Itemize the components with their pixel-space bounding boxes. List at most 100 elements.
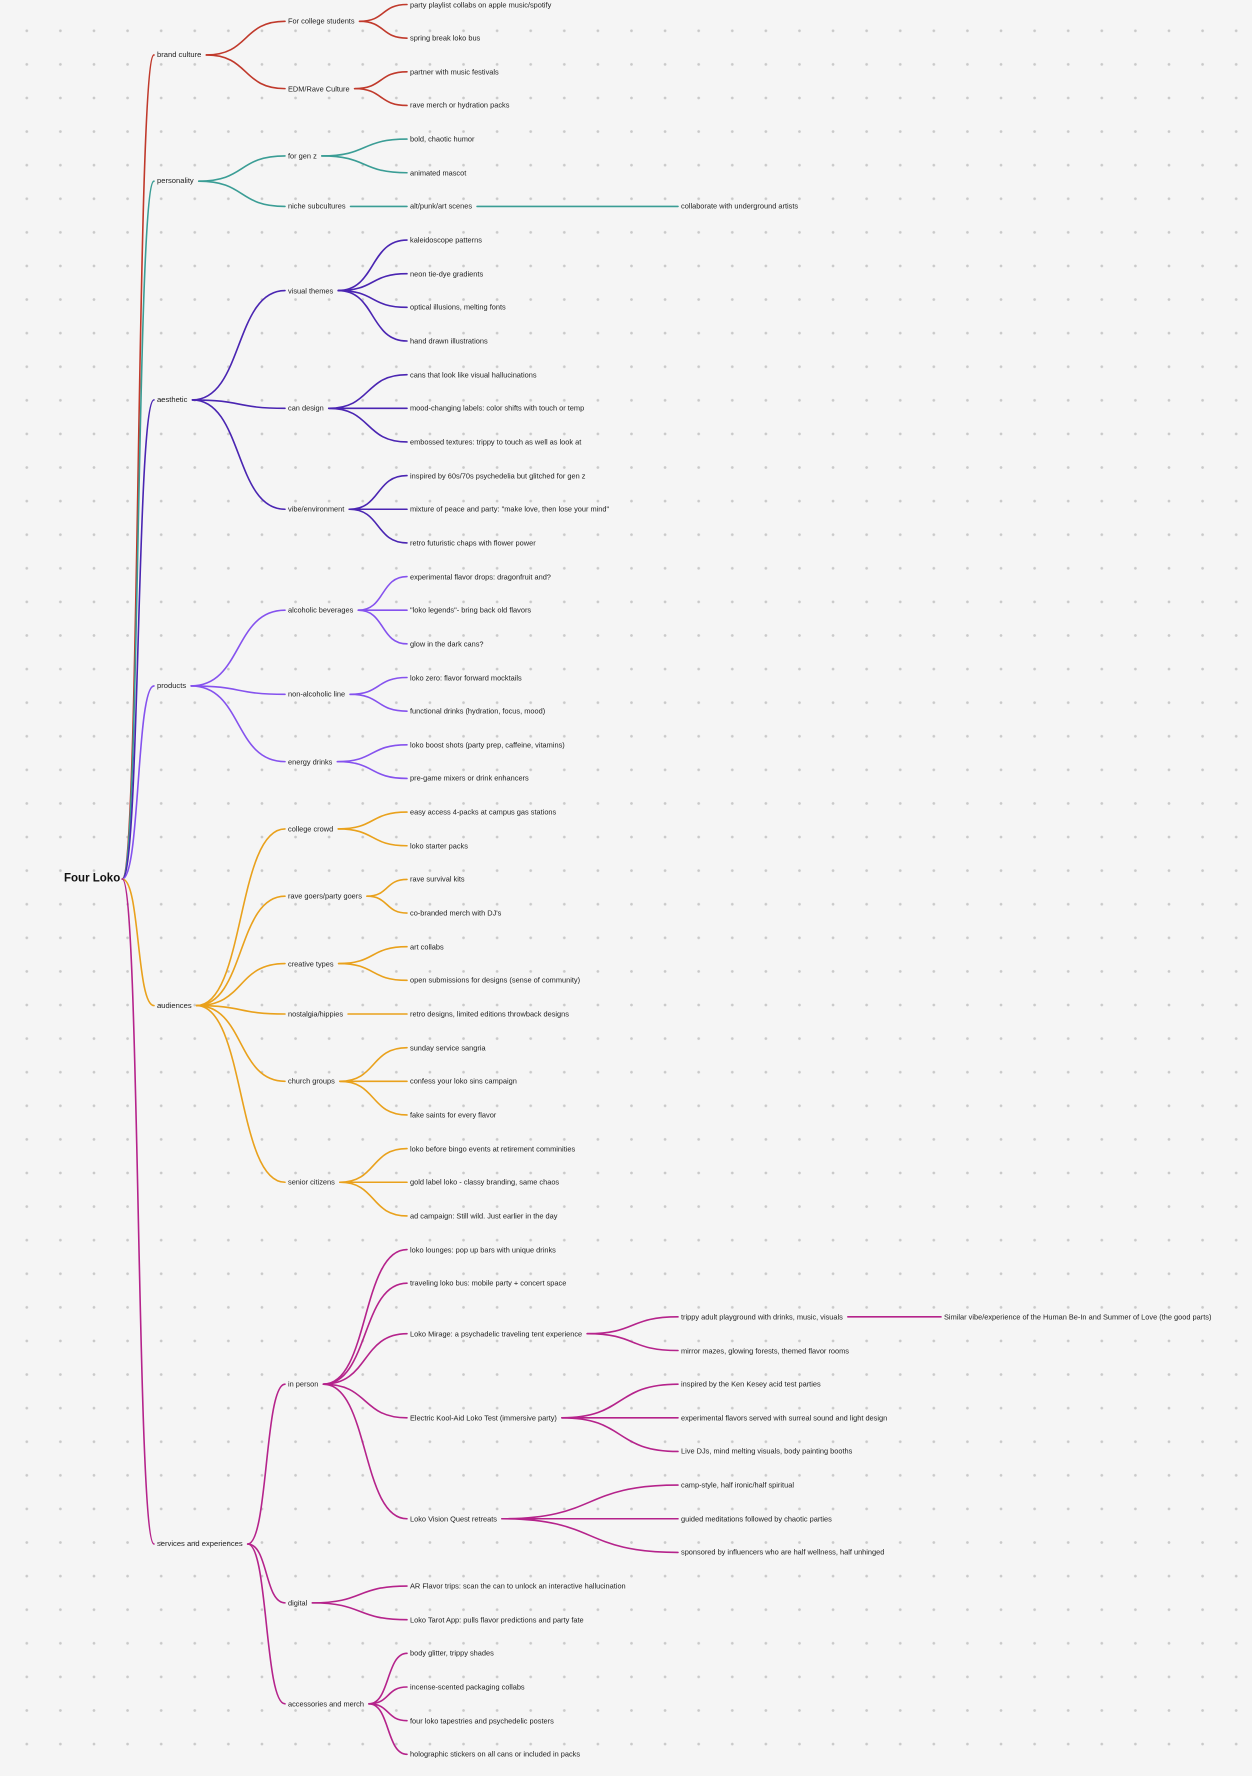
topic-node-alcoholic-beverages[interactable]: alcoholic beverages xyxy=(288,605,354,615)
leaf-node-experimental-flavors-served-with-surreal[interactable]: experimental flavors served with surreal… xyxy=(681,1413,888,1423)
topic-node-creative-types[interactable]: creative types xyxy=(288,958,334,968)
branch-node-products[interactable]: products xyxy=(157,681,187,691)
connector-camp-style-half-ironic-half-spiritual xyxy=(501,1484,679,1520)
leaf-node-bold-chaotic-humor[interactable]: bold, chaotic humor xyxy=(410,134,475,144)
leaf-node-animated-mascot[interactable]: animated mascot xyxy=(410,168,467,178)
connector-for-gen-z xyxy=(197,155,286,182)
leaf-node-cans-that-look-like-visual-hallucination[interactable]: cans that look like visual hallucination… xyxy=(410,369,537,379)
root-node[interactable]: Four Loko xyxy=(64,872,121,885)
topic-node-digital[interactable]: digital xyxy=(288,1598,308,1608)
leaf-node-experimental-flavor-drops-dragonfruit-an[interactable]: experimental flavor drops: dragonfruit a… xyxy=(410,571,551,581)
leaf-node-electric-kool-aid-loko-test-immersive-pa[interactable]: Electric Kool-Aid Loko Test (immersive p… xyxy=(410,1413,557,1423)
branch-node-brand-culture[interactable]: brand culture xyxy=(157,50,202,60)
topic-node-in-person[interactable]: in person xyxy=(288,1379,319,1389)
connector-partner-with-music-festivals xyxy=(353,71,408,90)
leaf-node-loko-boost-shots-party-prep-caffeine-vit[interactable]: loko boost shots (party prep, caffeine, … xyxy=(410,740,565,750)
leaf-node-co-branded-merch-with-dj-s[interactable]: co-branded merch with DJ's xyxy=(410,908,502,918)
topic-node-accessories-and-merch[interactable]: accessories and merch xyxy=(288,1699,364,1709)
leaf-node-collaborate-with-underground-artists[interactable]: collaborate with underground artists xyxy=(681,201,799,211)
leaf-node-confess-your-loko-sins-campaign[interactable]: confess your loko sins campaign xyxy=(410,1076,517,1086)
leaf-node-optical-illusions-melting-fonts[interactable]: optical illusions, melting fonts xyxy=(410,302,506,312)
leaf-node-party-playlist-collabs-on-apple-music-sp[interactable]: party playlist collabs on apple music/sp… xyxy=(410,0,552,9)
leaf-node-four-loko-tapestries-and-psychedelic-pos[interactable]: four loko tapestries and psychedelic pos… xyxy=(410,1715,554,1725)
leaf-node-partner-with-music-festivals[interactable]: partner with music festivals xyxy=(410,67,499,77)
connector-open-submissions-for-designs-sense-of-co xyxy=(337,962,408,982)
leaf-node-sponsored-by-influencers-who-are-half-we[interactable]: sponsored by influencers who are half we… xyxy=(681,1547,885,1557)
leaf-node-mood-changing-labels-color-shifts-with-t[interactable]: mood-changing labels: color shifts with … xyxy=(410,403,585,413)
connector-loko-lounges-pop-up-bars-with-unique-dri xyxy=(322,1248,408,1385)
leaf-node-inspired-by-60s-70s-psychedelia-but-glit[interactable]: inspired by 60s/70s psychedelia but glit… xyxy=(410,470,586,480)
topic-node-for-college-students[interactable]: For college students xyxy=(288,16,355,26)
topic-node-non-alcoholic-line[interactable]: non-alcoholic line xyxy=(288,689,346,699)
connector-bold-chaotic-humor xyxy=(320,138,408,157)
topic-node-visual-themes[interactable]: visual themes xyxy=(288,285,334,295)
leaf-node-incense-scented-packaging-collabs[interactable]: incense-scented packaging collabs xyxy=(410,1682,525,1692)
leaf-node-embossed-textures-trippy-to-touch-as-wel[interactable]: embossed textures: trippy to touch as we… xyxy=(410,437,582,447)
connector-ad-campaign-still-wild-just-earlier-in-t xyxy=(339,1181,408,1217)
leaf-node-hand-drawn-illustrations[interactable]: hand drawn illustrations xyxy=(410,336,488,346)
connector-audiences xyxy=(121,878,155,1007)
leaf-node-body-glitter-trippy-shades[interactable]: body glitter, trippy shades xyxy=(410,1648,494,1658)
leaf-node-retro-futuristic-chaps-with-flower-power[interactable]: retro futuristic chaps with flower power xyxy=(410,538,536,548)
topic-node-vibe-environment[interactable]: vibe/environment xyxy=(288,504,345,514)
leaf-node-loko-before-bingo-events-at-retirement-c[interactable]: loko before bingo events at retirement c… xyxy=(410,1143,576,1153)
branch-node-personality[interactable]: personality xyxy=(157,176,194,186)
leaf-node-loko-zero-flavor-forward-mocktails[interactable]: loko zero: flavor forward mocktails xyxy=(410,672,522,682)
connector-neon-tie-dye-gradients xyxy=(337,272,408,292)
leaf-node-alt-punk-art-scenes[interactable]: alt/punk/art scenes xyxy=(410,201,473,211)
leaf-node-guided-meditations-followed-by-chaotic-p[interactable]: guided meditations followed by chaotic p… xyxy=(681,1514,832,1524)
leaf-node-neon-tie-dye-gradients[interactable]: neon tie-dye gradients xyxy=(410,268,484,278)
connector-edm-rave-culture xyxy=(205,54,286,90)
leaf-node-loko-mirage-a-psychadelic-traveling-tent[interactable]: Loko Mirage: a psychadelic traveling ten… xyxy=(410,1328,583,1338)
leaf-node-inspired-by-the-ken-kesey-acid-test-part[interactable]: inspired by the Ken Kesey acid test part… xyxy=(681,1379,821,1389)
topic-node-can-design[interactable]: can design xyxy=(288,403,324,413)
topic-node-energy-drinks[interactable]: energy drinks xyxy=(288,756,333,766)
leaf-node-spring-break-loko-bus[interactable]: spring break loko bus xyxy=(410,33,481,43)
topic-node-for-gen-z[interactable]: for gen z xyxy=(288,151,317,161)
leaf-node-pre-game-mixers-or-drink-enhancers[interactable]: pre-game mixers or drink enhancers xyxy=(410,773,529,783)
leaf-node-rave-merch-or-hydration-packs[interactable]: rave merch or hydration packs xyxy=(410,100,510,110)
connector-church-groups xyxy=(195,1004,286,1083)
topic-node-college-crowd[interactable]: college crowd xyxy=(288,824,334,834)
topic-node-niche-subcultures[interactable]: niche subcultures xyxy=(288,201,346,211)
leaf-node-art-collabs[interactable]: art collabs xyxy=(410,941,444,951)
leaf-node-loko-vision-quest-retreats[interactable]: Loko Vision Quest retreats xyxy=(410,1514,497,1524)
connector-sunday-service-sangria xyxy=(339,1046,408,1083)
leaf-node-ar-flavor-trips-scan-the-can-to-unlock-a[interactable]: AR Flavor trips: scan the can to unlock … xyxy=(410,1581,626,1591)
leaf-node-functional-drinks-hydration-focus-mood[interactable]: functional drinks (hydration, focus, moo… xyxy=(410,706,546,716)
leaf-node-easy-access-4-packs-at-campus-gas-statio[interactable]: easy access 4-packs at campus gas statio… xyxy=(410,807,557,817)
leaf-node-open-submissions-for-designs-sense-of-co[interactable]: open submissions for designs (sense of c… xyxy=(410,975,581,985)
leaf-node-live-djs-mind-melting-visuals-body-paint[interactable]: Live DJs, mind melting visuals, body pai… xyxy=(681,1446,853,1456)
leaf-node-camp-style-half-ironic-half-spiritual[interactable]: camp-style, half ironic/half spiritual xyxy=(681,1480,794,1490)
leaf-node-gold-label-loko-classy-branding-same-cha[interactable]: gold label loko - classy branding, same … xyxy=(410,1177,560,1187)
leaf-node-mirror-mazes-glowing-forests-themed-flav[interactable]: mirror mazes, glowing forests, themed fl… xyxy=(681,1345,849,1355)
topic-node-edm-rave-culture[interactable]: EDM/Rave Culture xyxy=(288,83,350,93)
leaf-node-glow-in-the-dark-cans[interactable]: glow in the dark cans? xyxy=(410,639,484,649)
leaf-node-trippy-adult-playground-with-drinks-musi[interactable]: trippy adult playground with drinks, mus… xyxy=(681,1312,843,1322)
topic-node-nostalgia-hippies[interactable]: nostalgia/hippies xyxy=(288,1009,344,1019)
leaf-node-holographic-stickers-on-all-cans-or-incl[interactable]: holographic stickers on all cans or incl… xyxy=(410,1749,581,1759)
leaf-node-loko-legends-bring-back-old-flavors[interactable]: "loko legends"- bring back old flavors xyxy=(410,605,532,615)
topic-node-church-groups[interactable]: church groups xyxy=(288,1076,335,1086)
leaf-node-fake-saints-for-every-flavor[interactable]: fake saints for every flavor xyxy=(410,1110,497,1120)
leaf-node-loko-tarot-app-pulls-flavor-predictions-[interactable]: Loko Tarot App: pulls flavor predictions… xyxy=(410,1614,584,1624)
leaf-node-sunday-service-sangria[interactable]: sunday service sangria xyxy=(410,1042,486,1052)
leaf-node-retro-designs-limited-editions-throwback[interactable]: retro designs, limited editions throwbac… xyxy=(410,1009,569,1019)
leaf-node-traveling-loko-bus-mobile-party-concert-[interactable]: traveling loko bus: mobile party + conce… xyxy=(410,1278,567,1288)
connector-live-djs-mind-melting-visuals-body-paint xyxy=(561,1417,679,1453)
leaf-node-similar-vibe-experience-of-the-human-be-[interactable]: Similar vibe/experience of the Human Be-… xyxy=(944,1312,1212,1322)
leaf-node-kaleidoscope-patterns[interactable]: kaleidoscope patterns xyxy=(410,235,482,245)
topic-node-rave-goers-party-goers[interactable]: rave goers/party goers xyxy=(288,891,362,901)
branch-node-services-and-experiences[interactable]: services and experiences xyxy=(157,1539,243,1549)
branch-node-audiences[interactable]: audiences xyxy=(157,1000,192,1010)
leaf-node-loko-starter-packs[interactable]: loko starter packs xyxy=(410,841,468,851)
leaf-node-mixture-of-peace-and-party-make-love-the[interactable]: mixture of peace and party: "make love, … xyxy=(410,504,610,514)
topic-node-senior-citizens[interactable]: senior citizens xyxy=(288,1177,335,1187)
leaf-node-loko-lounges-pop-up-bars-with-unique-dri[interactable]: loko lounges: pop up bars with unique dr… xyxy=(410,1244,556,1254)
leaf-node-ad-campaign-still-wild-just-earlier-in-t[interactable]: ad campaign: Still wild. Just earlier in… xyxy=(410,1211,558,1221)
leaf-node-rave-survival-kits[interactable]: rave survival kits xyxy=(410,874,465,884)
connector-senior-citizens xyxy=(195,1004,286,1184)
branch-node-aesthetic[interactable]: aesthetic xyxy=(157,395,188,405)
